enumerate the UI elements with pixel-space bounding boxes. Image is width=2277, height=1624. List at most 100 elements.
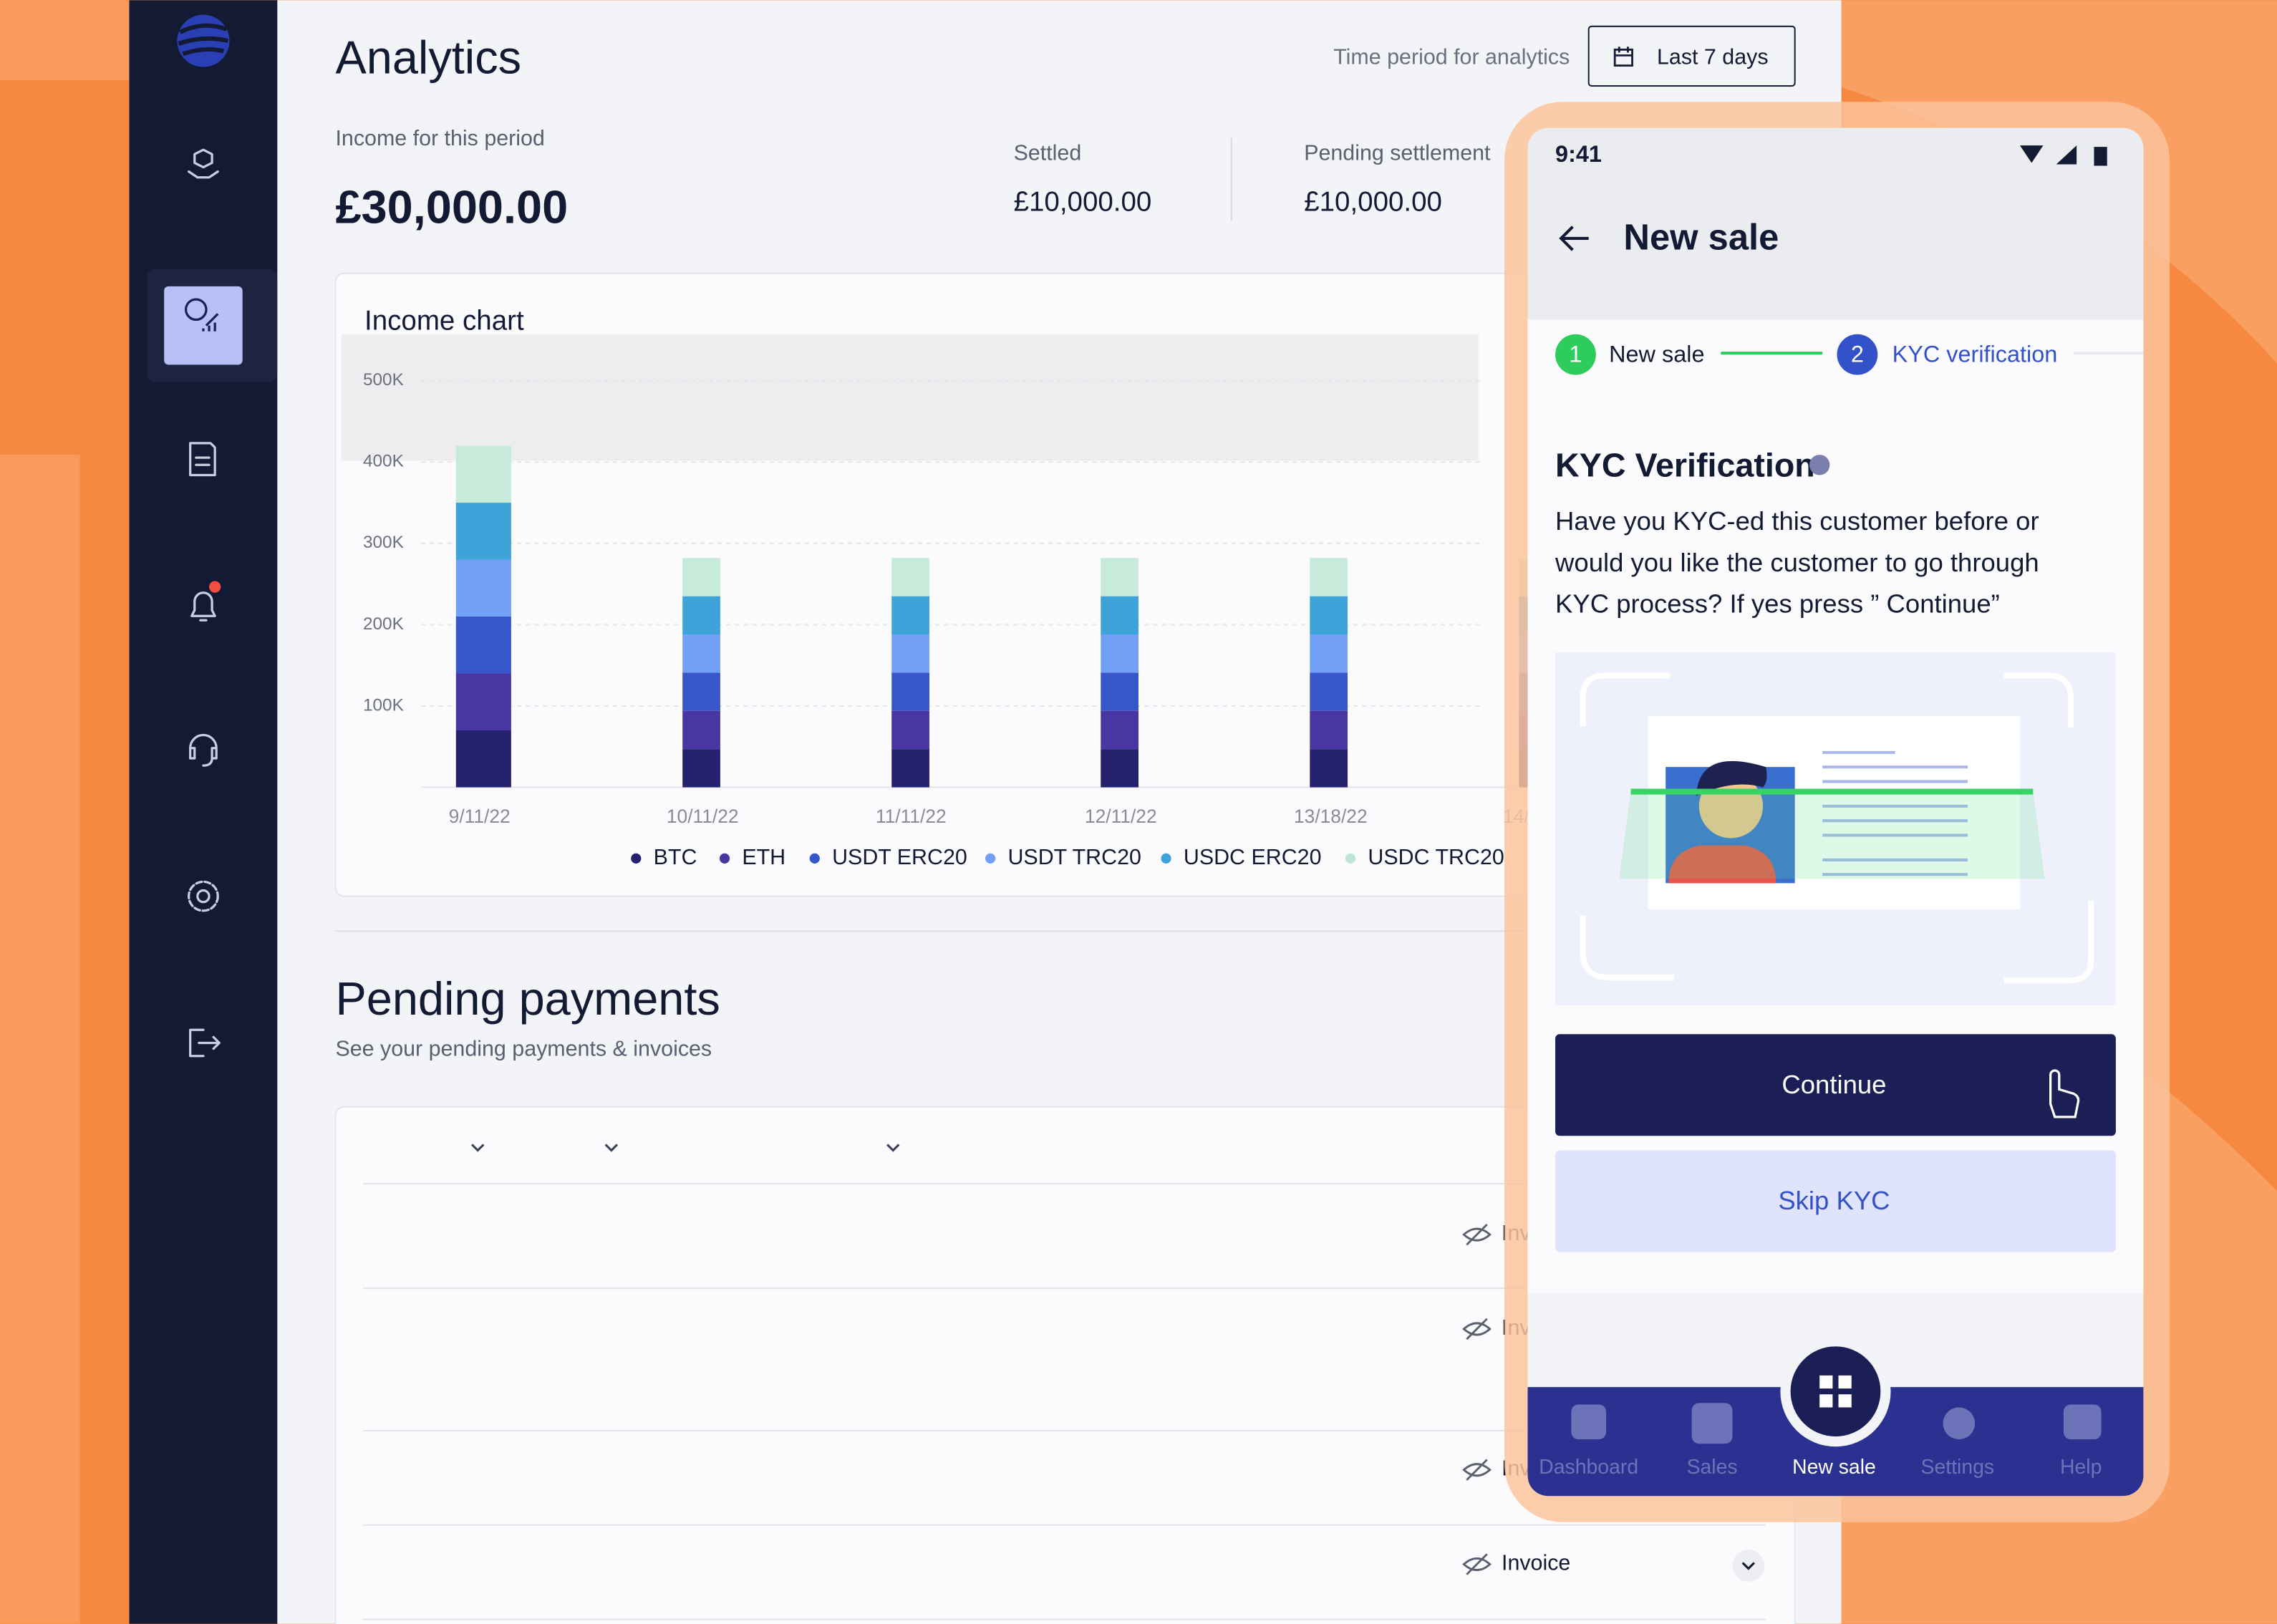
legend-dot <box>985 853 996 864</box>
period-button[interactable] <box>1587 25 1796 87</box>
bar-segment <box>1310 634 1348 673</box>
bar-segment <box>1101 749 1138 788</box>
x-tick-label: 9/11/22 <box>449 806 511 827</box>
bar-segment <box>682 558 720 596</box>
legend-dot <box>1161 853 1171 864</box>
phone-title: New sale <box>1623 216 1779 257</box>
y-tick-label: 400K <box>363 452 404 471</box>
bar-segment <box>455 445 511 503</box>
bar-segment <box>1310 558 1348 596</box>
bar-segment <box>1310 672 1348 711</box>
fab[interactable] <box>1790 1346 1881 1437</box>
nav-label[interactable]: Dashboard <box>1539 1456 1638 1479</box>
bar-segment <box>1310 749 1348 788</box>
bar-segment <box>1101 710 1138 750</box>
info-icon[interactable] <box>1809 455 1830 475</box>
step-number: 1 <box>1569 342 1582 367</box>
bar-segment <box>455 617 511 674</box>
bar-segment <box>682 634 720 673</box>
invoice-link[interactable]: Invoice <box>1502 1551 1570 1575</box>
nav-item-active[interactable] <box>164 286 243 365</box>
eye-icon <box>1462 1553 1492 1575</box>
skip-label[interactable]: Skip KYC <box>1778 1186 1890 1215</box>
bar-segment <box>455 673 511 731</box>
bar-segment <box>455 503 511 560</box>
pending-label: Pending settlement <box>1304 140 1491 165</box>
bar-segment <box>891 710 929 750</box>
y-tick-label: 200K <box>363 614 404 634</box>
bar-segment <box>891 558 929 596</box>
legend-label[interactable]: USDT ERC20 <box>832 845 967 869</box>
legend-label[interactable]: ETH <box>742 845 785 869</box>
sidebar-icons[interactable] <box>184 148 221 1058</box>
bar-segment <box>1310 596 1348 635</box>
bar-segment <box>1101 596 1138 635</box>
bar-segment <box>891 672 929 711</box>
skip-button[interactable] <box>1555 1150 2116 1252</box>
income-value: £30,000.00 <box>335 181 568 233</box>
nav-labels: Dashboard Sales New sale Settings Help <box>1539 1456 2102 1479</box>
phone-header <box>1527 127 2144 320</box>
bar-segment <box>455 559 511 617</box>
y-tick-label: 100K <box>363 695 404 715</box>
kyc-line: would you like the customer to go throug… <box>1555 548 2039 577</box>
stepper <box>1527 319 2144 400</box>
legend-dot <box>809 853 820 864</box>
bar-segment <box>891 634 929 673</box>
step-number: 2 <box>1851 342 1864 367</box>
eye-icon <box>1462 1318 1492 1340</box>
settled-label: Settled <box>1014 140 1082 165</box>
nav-label[interactable]: Settings <box>1921 1456 1995 1479</box>
nav-label[interactable]: New sale <box>1792 1456 1876 1479</box>
legend-label[interactable]: USDT TRC20 <box>1007 845 1141 869</box>
y-tick-label: 500K <box>363 370 404 390</box>
bar-segment <box>682 672 720 711</box>
sidebar <box>129 0 278 1624</box>
bar-segment <box>682 596 720 635</box>
y-tick-label: 300K <box>363 533 404 552</box>
expand-chevron <box>1741 1562 1755 1570</box>
kyc-text: Have you KYC-ed this customer before or w… <box>1555 506 2039 619</box>
chart-band <box>341 334 1479 461</box>
kyc-line: Have you KYC-ed this customer before or <box>1555 506 2039 536</box>
step-badge <box>1837 334 1878 375</box>
column-sort[interactable] <box>471 1144 900 1152</box>
legend-label[interactable]: BTC <box>654 845 697 869</box>
nav-label[interactable]: Sales <box>1687 1456 1738 1479</box>
logo <box>177 14 230 67</box>
bar-segment <box>1101 558 1138 596</box>
step-label: KYC verification <box>1892 342 2058 367</box>
pending-value: £10,000.00 <box>1304 186 1442 217</box>
continue-button[interactable] <box>1555 1034 2116 1136</box>
section-subtitle: See your pending payments & invoices <box>335 1037 712 1061</box>
legend-dot <box>631 853 642 864</box>
bar-segment <box>682 749 720 788</box>
back-arrow[interactable] <box>1559 226 1589 251</box>
continue-label[interactable]: Continue <box>1782 1070 1886 1099</box>
page-title: Analytics <box>335 32 521 84</box>
x-tick-label: 12/11/22 <box>1085 806 1157 827</box>
fab-icon <box>1819 1375 1852 1408</box>
legend-dot <box>1345 853 1356 864</box>
expand-button[interactable] <box>1732 1550 1765 1582</box>
chart-title: Income chart <box>364 306 524 337</box>
nav-label[interactable]: Help <box>2060 1456 2102 1479</box>
hand-icon <box>2049 1069 2080 1118</box>
bg-shape <box>0 0 130 1624</box>
legend-dot <box>719 853 730 864</box>
kyc-title: KYC Verification <box>1555 447 1815 484</box>
step-label: New sale <box>1609 342 1704 367</box>
settled-value: £10,000.00 <box>1014 186 1152 217</box>
bar-segment <box>1101 634 1138 673</box>
legend-label[interactable]: USDC ERC20 <box>1184 845 1322 869</box>
bar-segment <box>682 710 720 750</box>
kyc-illustration <box>1555 652 2116 1005</box>
bar-segment <box>1310 710 1348 750</box>
period-value[interactable]: Last 7 days <box>1657 44 1769 69</box>
legend-label[interactable]: USDC TRC20 <box>1368 845 1504 869</box>
section-title: Pending payments <box>335 972 720 1025</box>
x-tick-label: 11/11/22 <box>876 806 947 827</box>
status-icons <box>2020 145 2107 166</box>
